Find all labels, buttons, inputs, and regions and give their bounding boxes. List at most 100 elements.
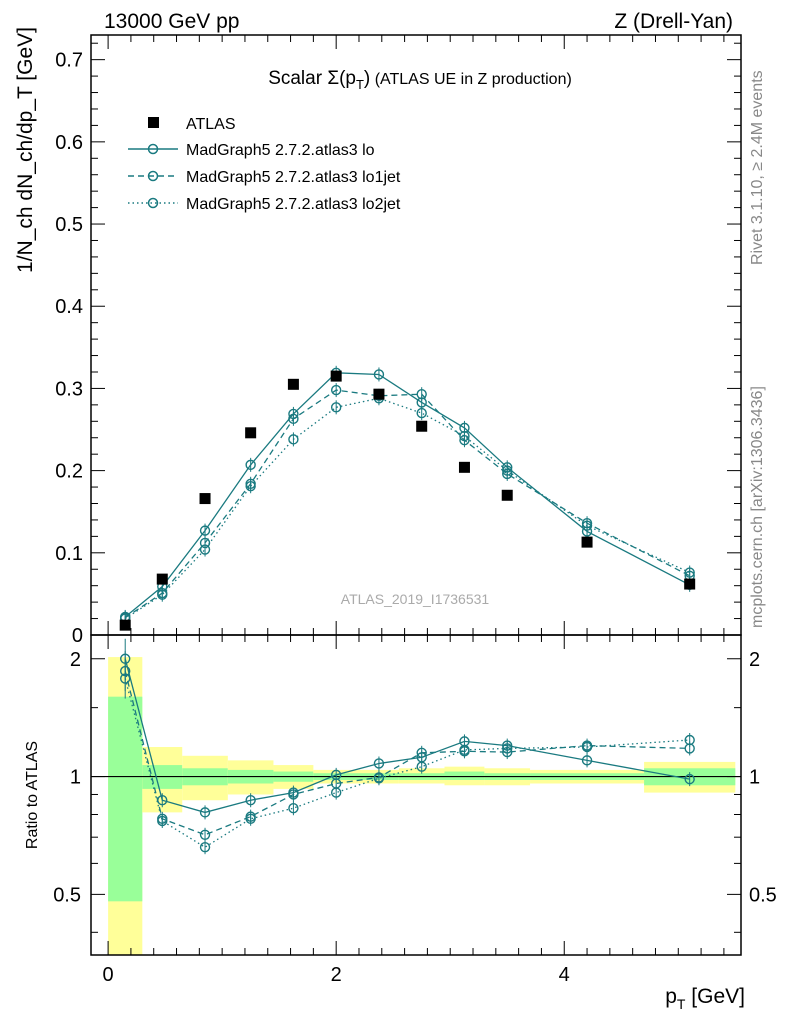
ratio-point-dotted: [157, 815, 168, 827]
main-axis-ticks: 0 0.1 0.2 0.3 0.4 0.5 0.6 0.7: [55, 35, 741, 647]
main-plot-area: [119, 365, 696, 631]
header-right: Z (Drell-Yan): [614, 10, 733, 33]
ratio-point-dotted: [459, 744, 470, 756]
mc-point-dotted: [245, 481, 256, 492]
legend-label-lo1jet: MadGraph5 2.7.2.atlas3 lo1jet: [186, 169, 401, 186]
ratio-panel: 0.5 0.5 1 1 2 2 0 2 4 Ratio to ATLAS pT [GeV]: [24, 634, 777, 1012]
legend-label-lo: MadGraph5 2.7.2.atlas3 lo: [186, 142, 375, 159]
series-line-solid: [124, 372, 691, 618]
atlas-data-point: [416, 420, 428, 432]
y-tick-label: 0.6: [55, 132, 83, 154]
legend-marker-lo2jet: [147, 197, 159, 209]
ratio-point-solid: [199, 807, 211, 818]
atlas-data-point: [373, 388, 385, 400]
main-panel: 0 0.1 0.2 0.3 0.4 0.5 0.6 0.7 Scalar Σ(pT) (ATL…: [14, 27, 742, 647]
atlas-data-point: [458, 461, 470, 473]
mc-point-dotted: [581, 520, 593, 531]
atlas-data-point: [581, 536, 593, 548]
legend-item-atlas: ATLAS: [148, 116, 236, 133]
legend-item-lo1jet: MadGraph5 2.7.2.atlas3 lo1jet: [128, 169, 401, 186]
ratio-point-dashed: [416, 747, 427, 759]
ratio-point-dotted: [684, 734, 695, 746]
ratio-y-tick-label-right: 2: [749, 649, 760, 671]
ratio-plot-area: [91, 638, 741, 855]
ratio-y-tick-label: 0.5: [53, 884, 81, 906]
atlas-data-point: [684, 578, 696, 590]
uncertainty-band-inner: [444, 771, 485, 780]
mcplots-label: mcplots.cern.ch [arXiv:1306.3436]: [749, 386, 766, 628]
mc-point-dotted: [416, 407, 427, 419]
mc-point-solid: [373, 369, 385, 380]
mc-point-solid: [245, 459, 256, 471]
atlas-data-point: [287, 378, 299, 390]
ratio-point-dotted: [373, 773, 385, 784]
mc-point-dashed: [288, 413, 299, 425]
legend-marker-lo: [147, 143, 159, 155]
x-tick-label: 4: [559, 964, 570, 986]
ratio-point-solid: [245, 795, 256, 806]
ratio-uncertainty-bands: [108, 657, 736, 955]
ratio-y-tick-label-right: 0.5: [749, 884, 777, 906]
mc-point-dotted: [459, 430, 470, 442]
y-tick-label: 0.1: [55, 543, 83, 565]
legend-item-lo2jet: MadGraph5 2.7.2.atlas3 lo2jet: [128, 196, 401, 213]
ratio-point-dotted: [288, 803, 299, 814]
ratio-point-dotted: [581, 741, 593, 753]
ratio-y-axis-label: Ratio to ATLAS: [24, 741, 41, 849]
y-tick-label: 0: [72, 625, 83, 647]
main-title: Scalar Σ(pT) (ATLAS UE in Z production): [268, 68, 572, 92]
ratio-line-dashed: [124, 670, 690, 836]
ratio-point-dotted: [120, 673, 131, 684]
x-tick-label: 2: [331, 964, 342, 986]
ratio-point-dashed: [288, 789, 299, 800]
ratio-point-dotted: [245, 813, 256, 824]
y-tick-label: 0.3: [55, 378, 83, 400]
ratio-y-tick-label: 1: [70, 767, 81, 789]
header-left: 13000 GeV pp: [104, 10, 239, 33]
x-tick-label: 0: [103, 964, 114, 986]
analysis-tag: ATLAS_2019_I1736531: [341, 591, 490, 607]
uncertainty-band-inner: [108, 696, 143, 902]
ratio-point-dotted: [416, 761, 427, 772]
x-axis-label: pT [GeV]: [665, 985, 745, 1012]
legend-item-lo: MadGraph5 2.7.2.atlas3 lo: [128, 142, 375, 159]
atlas-data-point: [245, 427, 257, 439]
mc-point-dotted: [157, 589, 168, 600]
ratio-point-dotted: [330, 787, 342, 798]
legend-label-lo2jet: MadGraph5 2.7.2.atlas3 lo2jet: [186, 196, 401, 213]
series-line-dotted: [124, 397, 690, 620]
mc-point-dashed: [416, 388, 427, 400]
ratio-point-solid: [581, 755, 593, 766]
mc-point-dotted: [684, 567, 695, 578]
y-tick-label: 0.7: [55, 50, 83, 72]
mc-point-solid: [199, 525, 211, 536]
mc-point-dotted: [199, 544, 211, 555]
legend-marker-atlas: [148, 117, 159, 128]
atlas-data-point: [156, 573, 168, 585]
atlas-data-point: [501, 489, 513, 501]
ratio-frame: [90, 634, 742, 956]
atlas-data-point: [119, 619, 131, 631]
atlas-data-point: [330, 370, 342, 382]
legend-label-atlas: ATLAS: [186, 116, 236, 133]
mc-point-dotted: [502, 465, 513, 476]
y-tick-label: 0.5: [55, 214, 83, 236]
ratio-y-tick-label-right: 1: [749, 767, 760, 789]
mc-point-dashed: [330, 384, 342, 396]
mc-point-dotted: [330, 402, 342, 413]
y-tick-label: 0.2: [55, 461, 83, 483]
ratio-point-solid: [373, 758, 385, 769]
ratio-line-dotted: [124, 678, 690, 848]
ratio-y-tick-label: 2: [70, 649, 81, 671]
legend-marker-lo1jet: [147, 170, 159, 182]
ratio-point-dotted: [199, 841, 211, 853]
series-line-dashed: [124, 389, 690, 619]
ratio-point-solid: [684, 773, 695, 785]
y-tick-label: 0.4: [55, 296, 83, 318]
legend: ATLAS MadGraph5 2.7.2.atlas3 lo MadGraph…: [128, 116, 401, 213]
ratio-point-dotted: [502, 743, 513, 754]
rivet-label: Rivet 3.1.10, ≥ 2.4M events: [749, 70, 766, 265]
main-y-axis-label: 1/N_ch dN_ch/dp_T [GeV]: [14, 27, 37, 273]
ratio-point-dashed: [199, 829, 211, 840]
